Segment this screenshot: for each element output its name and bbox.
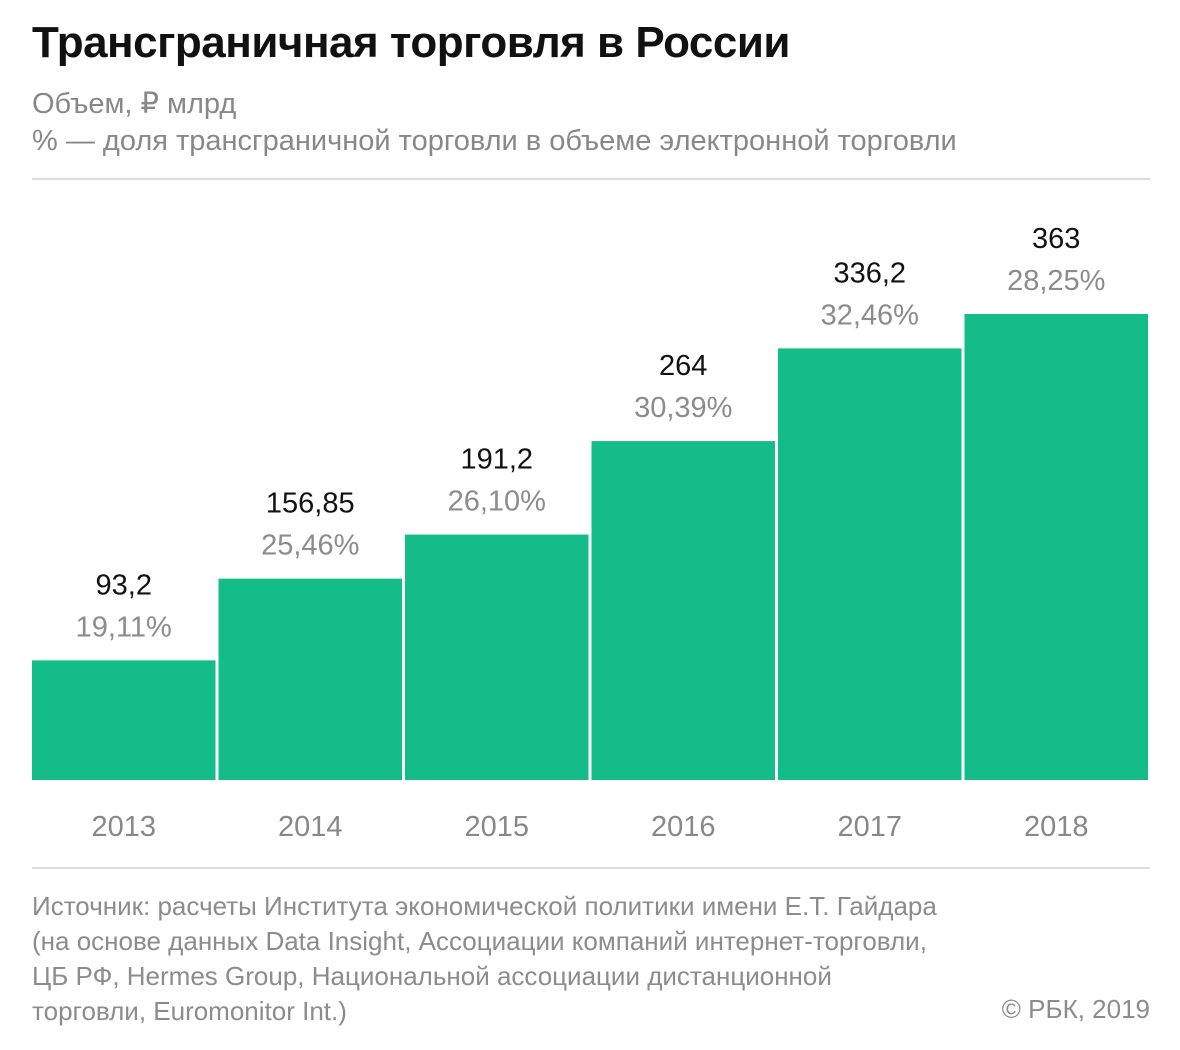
x-tick-2014: 2014: [278, 811, 343, 843]
top-divider: [32, 178, 1150, 180]
value-label-2017: 336,2: [833, 257, 906, 289]
bar-2016: [591, 441, 775, 780]
share-label-2013: 19,11%: [76, 611, 172, 643]
chart-subtitle-units: Объем, ₽ млрд: [32, 88, 237, 120]
chart-title: Трансграничная торговля в России: [32, 18, 790, 67]
value-label-2016: 264: [659, 350, 707, 382]
value-label-2014: 156,85: [266, 488, 355, 520]
share-label-2014: 25,46%: [261, 530, 359, 562]
x-tick-2016: 2016: [651, 811, 716, 843]
bar-2017: [778, 348, 962, 780]
bar-2013: [32, 660, 216, 780]
x-tick-2018: 2018: [1024, 811, 1089, 843]
share-label-2016: 30,39%: [634, 392, 732, 424]
chart-subtitle-share: % — доля трансграничной торговли в объем…: [32, 125, 957, 157]
bar-2015: [405, 534, 589, 780]
value-label-2018: 363: [1032, 223, 1080, 255]
share-label-2018: 28,25%: [1007, 265, 1105, 297]
copyright: © РБК, 2019: [1001, 994, 1150, 1024]
value-label-2015: 191,2: [460, 444, 533, 476]
x-tick-2017: 2017: [837, 811, 902, 843]
bar-2018: [964, 314, 1148, 780]
share-label-2015: 26,10%: [448, 486, 546, 518]
x-tick-2015: 2015: [464, 811, 529, 843]
share-label-2017: 32,46%: [821, 299, 919, 331]
source-note: Источник: расчеты Института экономическо…: [32, 891, 937, 1026]
bottom-divider: [32, 867, 1150, 869]
x-tick-2013: 2013: [91, 811, 156, 843]
value-label-2013: 93,2: [96, 569, 152, 601]
bar-2014: [218, 578, 402, 780]
